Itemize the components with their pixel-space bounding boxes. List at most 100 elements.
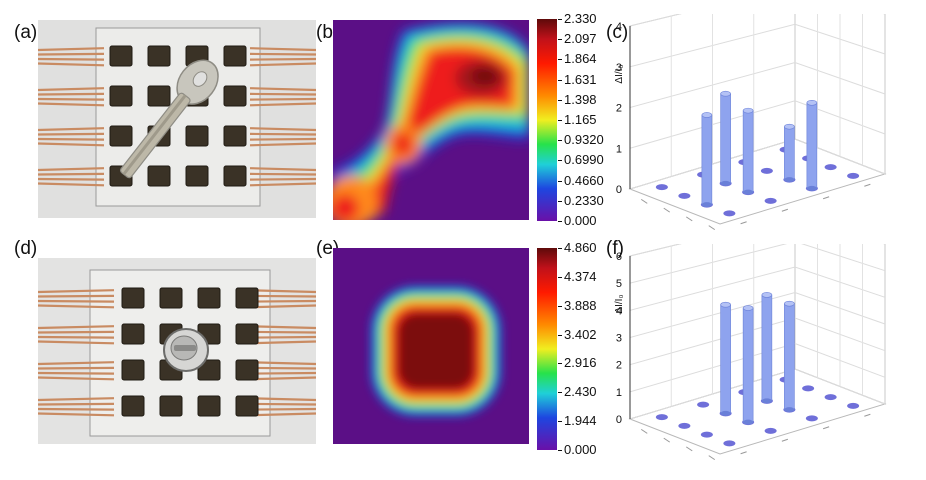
bar [720,304,731,414]
copper-trace [249,167,316,172]
colorbar-tick-label: 3.888 [564,297,597,313]
colorbar-tick-label: 4.860 [564,240,597,255]
colorbar-tick-mark [558,140,562,142]
floor-tick [864,413,871,417]
copper-trace [249,127,316,132]
grid-line [629,61,886,108]
copper-trace [38,97,105,101]
copper-trace [38,376,115,381]
copper-trace [247,294,316,298]
sensor-pixel [235,359,259,381]
copper-trace [247,397,316,402]
bar-top [742,107,754,114]
bar [806,102,818,189]
bar-base [720,180,731,186]
bar-top [720,90,731,97]
colorbar-tick-label: 1.398 [564,91,597,107]
floor-discs [655,376,860,447]
coin-object [163,328,209,372]
copper-trace [247,407,316,411]
copper-trace [38,47,105,52]
bar-base [743,189,754,195]
copper-trace [38,402,115,406]
floor-tick [781,208,789,212]
copper-trace [247,340,316,345]
colorbar-tick-mark [558,59,562,61]
colorbar-tick-mark [558,248,562,249]
copper-trace [38,52,105,56]
bar-top [720,301,731,308]
floor-tick [685,446,693,452]
copper-trace [38,335,115,339]
copper-trace [249,102,316,107]
chart-grid [628,244,887,455]
grid-line [629,291,886,338]
copper-trace [249,87,316,92]
copper-trace [247,335,316,339]
sensor-disc [847,402,860,409]
colorbar-tick-mark [558,180,562,182]
copper-trace [249,172,316,176]
z-tick-label: 3 [616,333,622,345]
grid-line [629,368,886,420]
sensor-pixel [197,359,221,381]
sensor-pixel [121,323,145,345]
copper-trace [247,376,316,381]
copper-traces-right [249,47,316,187]
floor-discs [655,146,860,217]
photo-d-drawing [38,258,316,444]
copper-trace [247,371,316,375]
copper-trace [247,361,316,366]
sensor-pixel [197,395,221,417]
panel-label-d: (d) [14,238,38,259]
copper-trace [38,182,105,187]
colorbar-tick-mark [558,276,562,278]
grid-line [629,244,885,257]
floor-tick [708,225,716,231]
bar [742,307,754,423]
grid-line [629,100,886,149]
colorbar-tick-label: 0.6990 [564,152,604,168]
copper-trace [38,137,105,141]
colorbar-tick-mark [558,120,562,121]
sensor-pixel [109,85,133,107]
panel-label-a: (a) [14,22,38,43]
grid-line [629,317,886,366]
copper-trace [249,137,316,141]
colorbar-tick-mark [558,200,562,202]
sensor-pixel [223,45,247,67]
floor-tick [663,437,671,443]
bar-top [761,292,773,298]
copper-trace [38,412,115,417]
sensor-pixel [235,323,259,345]
sensor-pixel [223,125,247,147]
sensor-disc [847,172,860,179]
bars [720,292,795,425]
copper-traces-left [38,47,105,187]
z-tick-label: 2 [616,103,622,115]
sensor-pixel [185,125,209,147]
sensor-pixel [235,395,259,417]
grid-line [629,342,886,393]
bar-base [806,185,817,191]
bar [720,93,731,184]
bar-top [806,100,818,106]
bar3d-chart-key: 0 1 2 3 4 ΔI/I₀ [614,14,887,231]
copper-trace [249,142,316,147]
pressure-heatmap-coin [333,248,529,444]
copper-trace [249,62,316,67]
copper-trace [249,132,316,136]
sensor-pixel [197,287,221,309]
copper-trace [38,142,105,147]
bar-base [720,410,731,416]
sensor-disc [805,415,818,422]
colorbar-tick-mark [558,392,562,394]
floor-tick [781,438,789,442]
copper-trace [38,62,105,67]
sensor-pixel [147,165,171,187]
sensor-pixel [109,45,133,67]
z-tick-label: 1 [616,387,622,399]
sensor-pixel [147,85,171,107]
z-tick-label: 3 [616,62,622,74]
colorbar-tick-label: 1.864 [564,51,597,67]
